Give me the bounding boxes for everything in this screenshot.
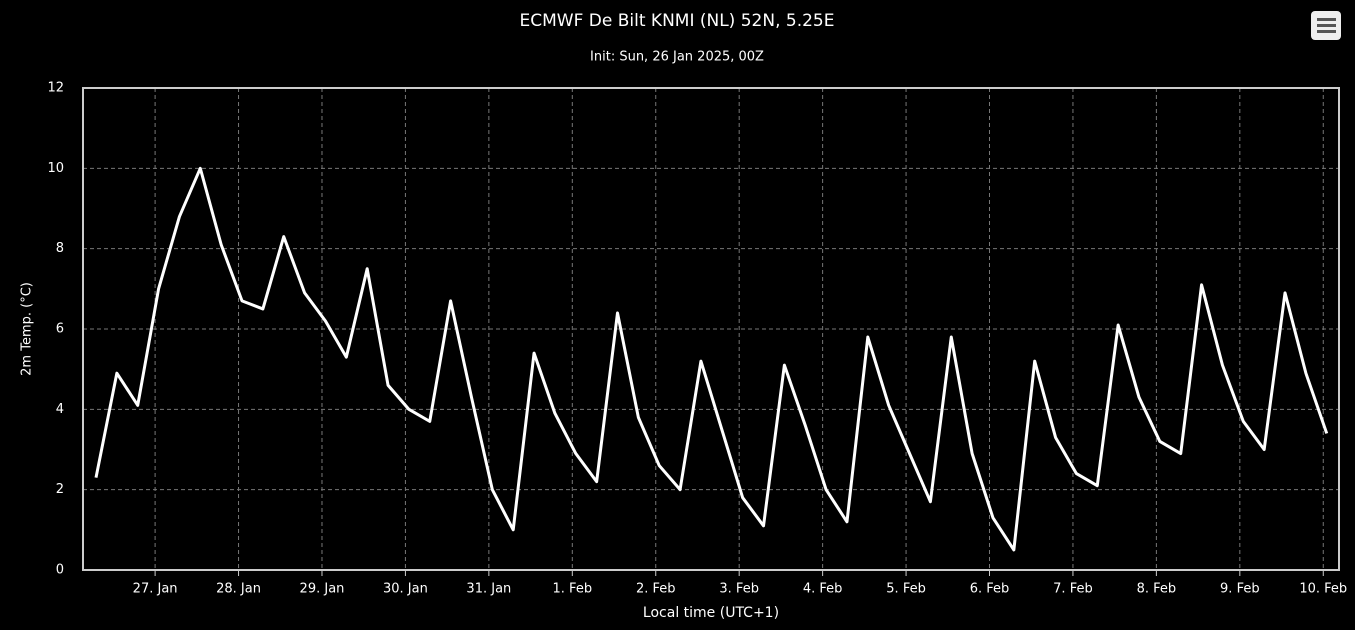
y-tick-label: 12 [47, 81, 64, 96]
x-tick-label: 1. Feb [553, 582, 593, 597]
data-line [94, 166, 1329, 552]
x-tick-label: 2. Feb [636, 582, 676, 597]
chart-subtitle: Init: Sun, 26 Jan 2025, 00Z [590, 50, 764, 65]
menu-icon-bar [1317, 30, 1336, 33]
x-axis-label: Local time (UTC+1) [643, 605, 779, 621]
menu-icon-bar [1317, 18, 1336, 21]
x-tick-label: 6. Feb [970, 582, 1010, 597]
x-tick-label: 28. Jan [216, 582, 261, 597]
x-tick-label: 30. Jan [383, 582, 428, 597]
y-tick-label: 10 [47, 161, 64, 176]
y-tick-label: 6 [56, 322, 64, 337]
menu-button[interactable] [1311, 11, 1341, 40]
menu-icon-bar [1317, 24, 1336, 27]
y-tick-label: 4 [56, 402, 64, 417]
y-axis-label: 2m Temp. (°C) [20, 282, 35, 376]
x-tick-label: 10. Feb [1299, 582, 1347, 597]
x-tick-label: 31. Jan [466, 582, 511, 597]
y-tick-label: 8 [56, 241, 64, 256]
x-tick-label: 4. Feb [803, 582, 843, 597]
x-tick-label: 5. Feb [886, 582, 926, 597]
x-tick-label: 27. Jan [133, 582, 178, 597]
y-tick-label: 2 [56, 482, 64, 497]
x-tick-label: 3. Feb [719, 582, 759, 597]
chart-title: ECMWF De Bilt KNMI (NL) 52N, 5.25E [520, 11, 835, 31]
x-tick-label: 8. Feb [1137, 582, 1177, 597]
x-tick-label: 9. Feb [1220, 582, 1260, 597]
y-tick-label: 0 [56, 563, 64, 578]
x-tick-label: 29. Jan [300, 582, 345, 597]
plot-border [82, 87, 1340, 571]
x-tick-label: 7. Feb [1053, 582, 1093, 597]
